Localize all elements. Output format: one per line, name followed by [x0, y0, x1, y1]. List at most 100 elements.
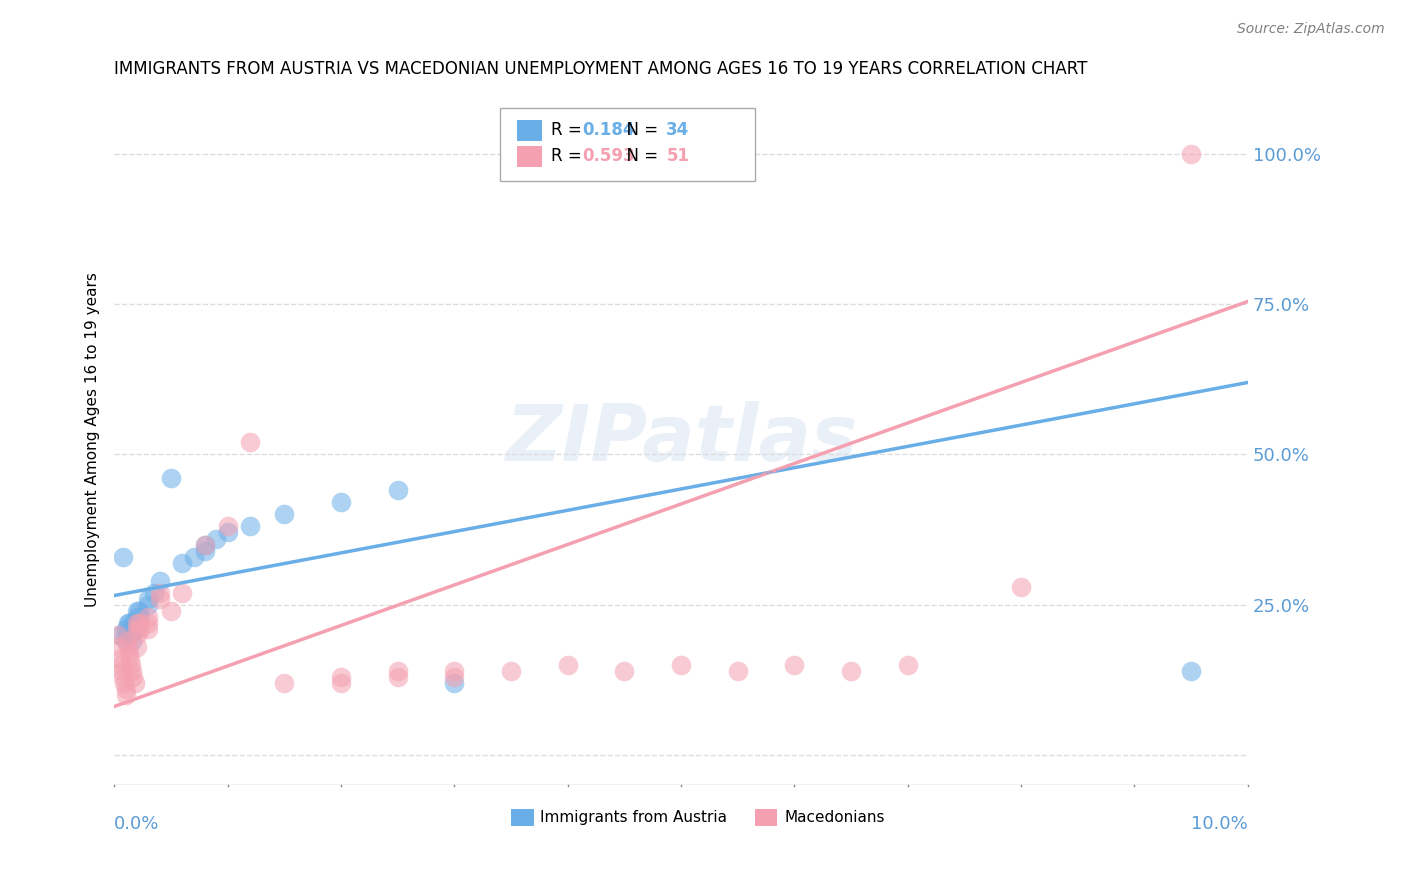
Point: [136, 609, 159, 624]
Bar: [516, 120, 541, 141]
Point: [114, 633, 136, 648]
Point: [125, 615, 148, 630]
Point: [160, 603, 183, 617]
Point: [136, 622, 159, 636]
Point: [443, 669, 465, 683]
Point: [136, 598, 159, 612]
Point: [669, 657, 692, 672]
Point: [387, 664, 409, 678]
Point: [112, 669, 135, 683]
Point: [108, 627, 131, 641]
Point: [125, 615, 148, 630]
Text: R =: R =: [551, 147, 586, 165]
Point: [122, 615, 145, 630]
Text: 0.184: 0.184: [582, 120, 636, 138]
Point: [172, 585, 194, 599]
Point: [118, 615, 141, 630]
Bar: [516, 146, 541, 167]
Bar: [755, 809, 778, 826]
Text: 34: 34: [666, 120, 689, 138]
Point: [117, 615, 139, 630]
Text: 10.0%: 10.0%: [1191, 814, 1249, 832]
Point: [142, 585, 165, 599]
Point: [557, 657, 579, 672]
Point: [120, 651, 142, 665]
Point: [112, 549, 135, 564]
Text: 51: 51: [666, 147, 689, 165]
Point: [120, 657, 142, 672]
Point: [273, 508, 295, 522]
Point: [136, 615, 159, 630]
FancyBboxPatch shape: [499, 108, 755, 181]
Point: [897, 657, 920, 672]
Point: [128, 615, 150, 630]
Point: [125, 627, 148, 641]
Point: [148, 585, 170, 599]
Point: [120, 622, 142, 636]
Point: [329, 675, 352, 690]
Point: [121, 633, 143, 648]
Point: [117, 640, 139, 654]
Point: [128, 603, 150, 617]
Point: [499, 664, 522, 678]
Y-axis label: Unemployment Among Ages 16 to 19 years: Unemployment Among Ages 16 to 19 years: [86, 272, 100, 607]
Point: [110, 657, 132, 672]
Text: N =: N =: [616, 147, 664, 165]
Point: [148, 574, 170, 588]
Point: [108, 651, 131, 665]
Point: [239, 519, 262, 533]
Point: [613, 664, 636, 678]
Point: [125, 622, 148, 636]
Point: [115, 633, 138, 648]
Text: Immigrants from Austria: Immigrants from Austria: [540, 810, 727, 825]
Point: [172, 556, 194, 570]
Point: [194, 537, 217, 551]
Point: [125, 640, 148, 654]
Point: [217, 519, 239, 533]
Point: [136, 591, 159, 606]
Point: [194, 537, 217, 551]
Text: N =: N =: [616, 120, 664, 138]
Point: [122, 669, 145, 683]
Point: [239, 435, 262, 450]
Point: [121, 664, 143, 678]
Text: 0.0%: 0.0%: [114, 814, 159, 832]
Point: [112, 675, 135, 690]
Point: [194, 543, 217, 558]
Point: [129, 609, 152, 624]
Text: IMMIGRANTS FROM AUSTRIA VS MACEDONIAN UNEMPLOYMENT AMONG AGES 16 TO 19 YEARS COR: IMMIGRANTS FROM AUSTRIA VS MACEDONIAN UN…: [114, 60, 1088, 78]
Text: Source: ZipAtlas.com: Source: ZipAtlas.com: [1237, 22, 1385, 37]
Point: [329, 495, 352, 509]
Point: [114, 627, 136, 641]
Point: [114, 681, 136, 696]
Text: 0.593: 0.593: [582, 147, 636, 165]
Point: [125, 603, 148, 617]
Point: [1010, 580, 1032, 594]
Point: [111, 664, 134, 678]
Point: [1180, 664, 1202, 678]
Point: [120, 627, 142, 641]
Text: Macedonians: Macedonians: [785, 810, 884, 825]
Point: [217, 525, 239, 540]
Point: [387, 483, 409, 498]
Text: ZIPatlas: ZIPatlas: [505, 401, 858, 477]
Text: R =: R =: [551, 120, 586, 138]
Point: [148, 591, 170, 606]
Point: [443, 675, 465, 690]
Bar: [510, 809, 534, 826]
Point: [114, 622, 136, 636]
Point: [183, 549, 205, 564]
Point: [387, 669, 409, 683]
Point: [125, 609, 148, 624]
Point: [205, 532, 228, 546]
Point: [129, 622, 152, 636]
Point: [118, 646, 141, 660]
Point: [329, 669, 352, 683]
Point: [107, 627, 129, 641]
Point: [273, 675, 295, 690]
Point: [124, 675, 146, 690]
Point: [1180, 147, 1202, 161]
Point: [107, 640, 129, 654]
Point: [160, 471, 183, 485]
Point: [443, 664, 465, 678]
